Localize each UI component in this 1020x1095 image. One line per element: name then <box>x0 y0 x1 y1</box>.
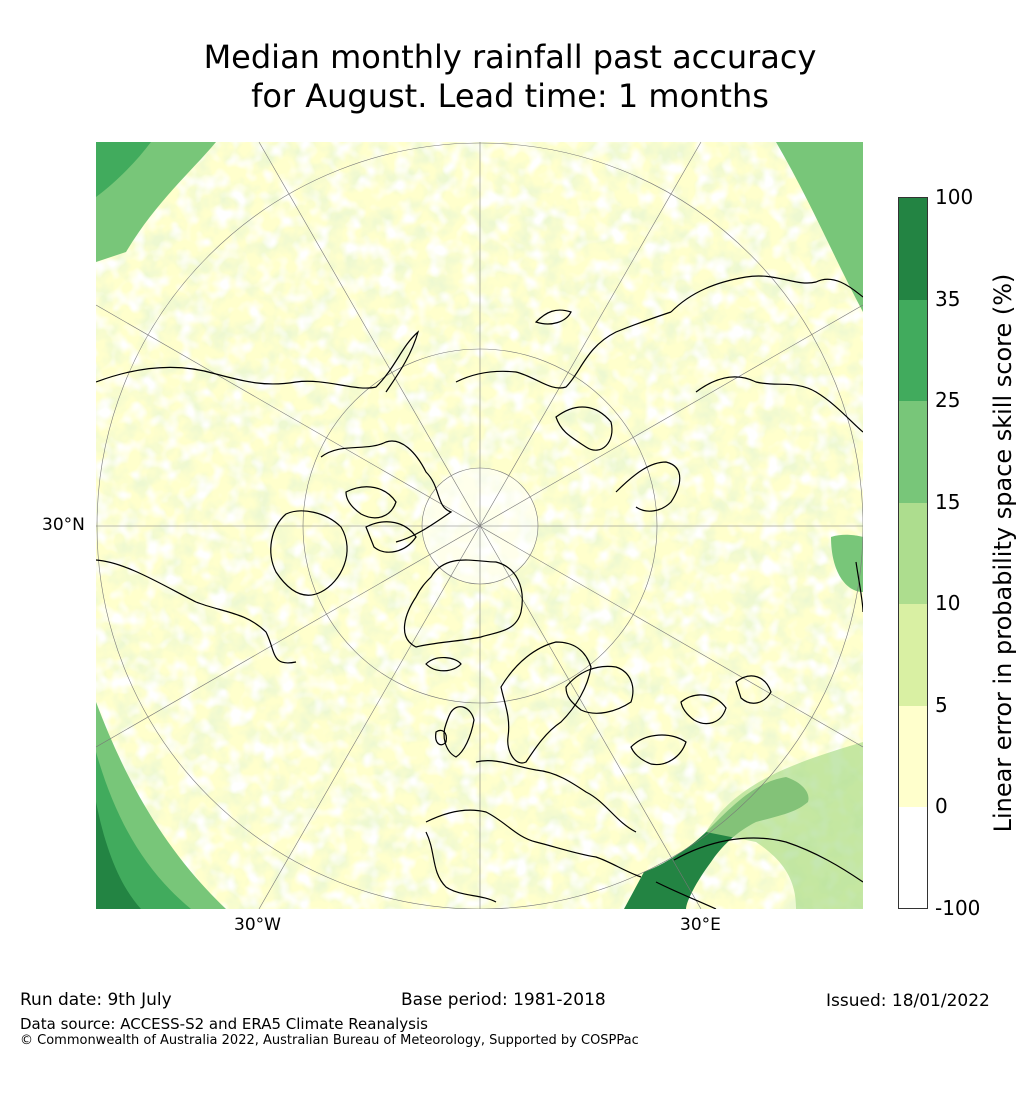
chart-title: Median monthly rainfall past accuracy fo… <box>0 38 1020 116</box>
coastlines <box>96 275 863 909</box>
label-30e: 30°E <box>680 915 721 935</box>
colorbar-tick: 5 <box>935 693 948 717</box>
skill-region-nw-high <box>96 142 151 197</box>
skill-region-se-green <box>706 742 863 909</box>
colorbar-tick: -100 <box>935 896 981 920</box>
colorbar-tick: 35 <box>935 287 961 311</box>
colorbar-segment-0-5 <box>899 706 927 807</box>
colorbar-tick: 100 <box>935 185 974 209</box>
colorbar-segment-10-15 <box>899 503 927 604</box>
base-period: Base period: 1981-2018 <box>401 990 606 1010</box>
colorbar-segment-25-35 <box>899 300 927 401</box>
run-date: Run date: 9th July <box>20 990 172 1010</box>
skill-region-sw-high <box>96 802 141 909</box>
copyright: © Commonwealth of Australia 2022, Austra… <box>20 1033 639 1048</box>
colorbar-segment-5-10 <box>899 604 927 706</box>
colorbar-tick: 25 <box>935 388 961 412</box>
issued-date: Issued: 18/01/2022 <box>826 991 990 1011</box>
title-line-2: for August. Lead time: 1 months <box>251 77 769 115</box>
label-30n: 30°N <box>42 515 85 535</box>
colorbar-segment-neg100-0 <box>899 807 927 908</box>
colorbar <box>898 197 928 909</box>
skill-region-ne <box>776 142 863 312</box>
graticule <box>96 142 863 909</box>
data-source: Data source: ACCESS-S2 and ERA5 Climate … <box>20 1015 428 1033</box>
label-30w: 30°W <box>234 915 281 935</box>
skill-region-sw-mid <box>96 752 191 909</box>
colorbar-segment-35-100 <box>899 198 927 300</box>
colorbar-tick: 0 <box>935 794 948 818</box>
map-svg <box>96 142 863 909</box>
polar-map <box>96 142 863 909</box>
colorbar-segment-15-25 <box>899 401 927 503</box>
skill-region-e <box>831 534 863 592</box>
colorbar-label: Linear error in probability space skill … <box>989 273 1017 833</box>
colorbar-tick: 15 <box>935 490 961 514</box>
colorbar-tick: 10 <box>935 591 961 615</box>
skill-region-nw <box>96 142 216 262</box>
title-line-1: Median monthly rainfall past accuracy <box>203 38 817 76</box>
